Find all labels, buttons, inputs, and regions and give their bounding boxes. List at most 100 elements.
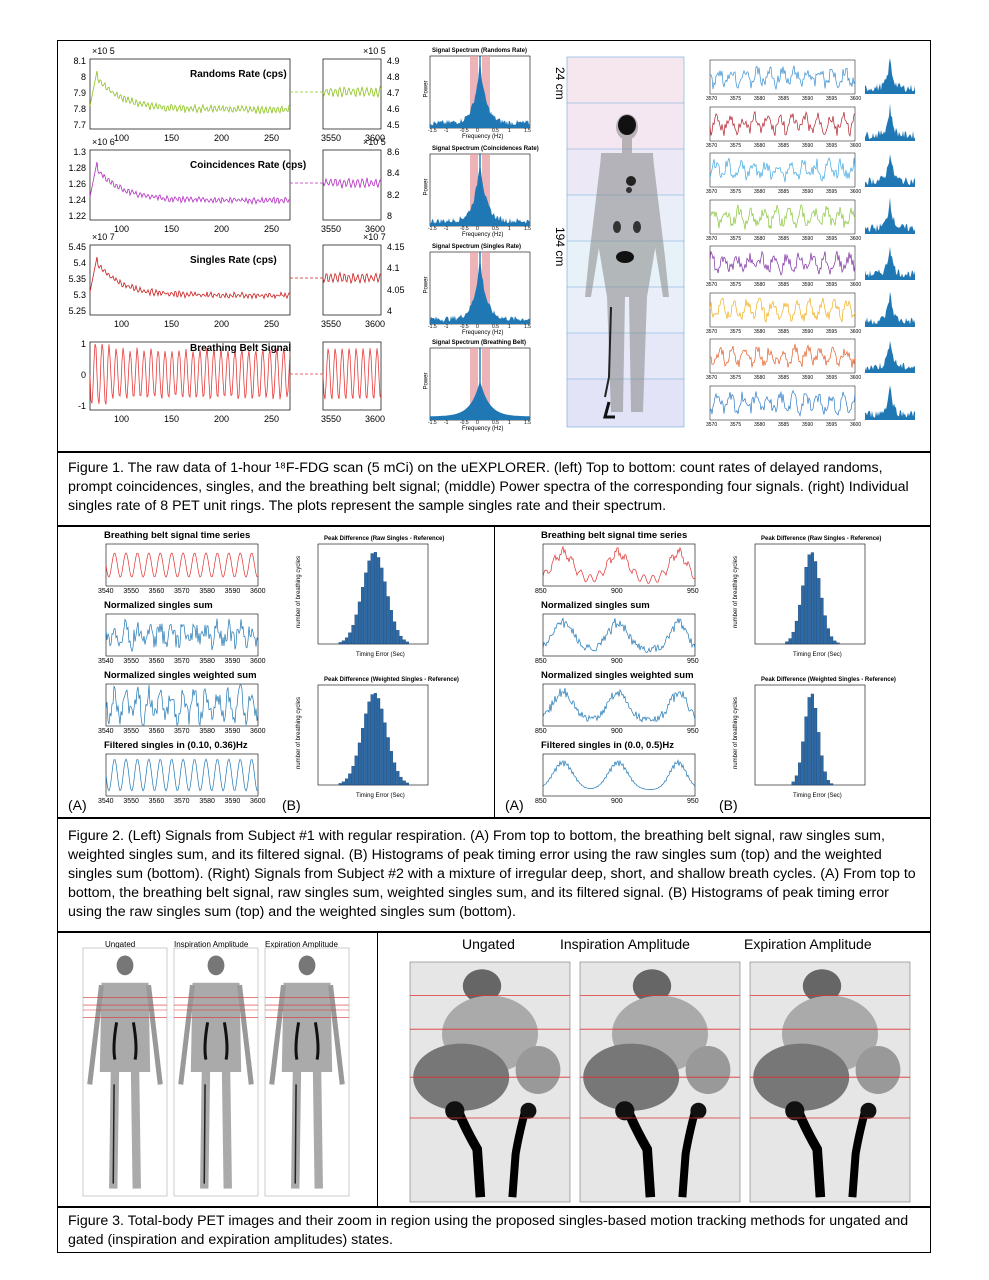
x-tick-l-3-0: 100 — [114, 414, 130, 424]
fig1-body-image: 24 cm 194 cm — [553, 56, 685, 428]
fig2-right-title-1: Normalized singles sum — [541, 600, 650, 611]
fig2-right-hist-title-0: Peak Difference (Raw Singles - Reference… — [761, 536, 882, 542]
spec-xtick-3-1: -1 — [444, 420, 449, 426]
fig3-small-label-2: Expiration Amplitude — [265, 940, 338, 949]
ring-tick-2-4: 3590 — [802, 189, 814, 195]
exp-right-0: ×10 5 — [363, 46, 386, 56]
fig2-left-xt-2-1: 3550 — [123, 728, 139, 735]
fig2-left-xt-2-5: 3590 — [224, 728, 241, 735]
fig2-left-xt-0-3: 3570 — [174, 588, 190, 595]
fig2-right-signal-0 — [542, 543, 696, 587]
ring-tick-2-5: 3595 — [826, 189, 838, 195]
ring-tick-4-1: 3575 — [730, 282, 742, 288]
fig2-right-xt-0-1: 900 — [611, 588, 623, 595]
left-tick-0-4: 7.7 — [73, 120, 86, 130]
rate-title-3: Breathing Belt Signal — [190, 343, 292, 354]
fig2-right-xt-1-1: 900 — [611, 658, 623, 665]
ring-tick-6-2: 3580 — [754, 375, 766, 381]
ring-tick-3-4: 3590 — [802, 235, 814, 242]
spec-xtick-1-6: 1.5 — [524, 226, 531, 232]
spec-xtick-1-4: 0.5 — [492, 226, 499, 232]
ring-tick-3-2: 3580 — [754, 235, 766, 242]
fig2-left-xt-0-6: 3600 — [250, 588, 266, 595]
fig2-right-xt-2-0: 850 — [535, 728, 547, 735]
fig2-left-xt-3-1: 3550 — [123, 798, 139, 805]
x-tick-l-3-3: 250 — [264, 414, 280, 424]
spectrum-xlabel-3: Frequency (Hz) — [462, 426, 504, 432]
fig2-left-xt-3-6: 3600 — [250, 798, 266, 805]
spec-xtick-2-5: 1 — [508, 324, 511, 330]
x-tick-l-0-1: 150 — [164, 133, 180, 143]
x-tick-l-0-2: 200 — [214, 133, 230, 143]
fig3-small-label-1: Inspiration Amplitude — [174, 940, 249, 949]
ring-tick-3-1: 3575 — [730, 235, 742, 242]
ring-tick-5-3: 3585 — [778, 328, 790, 335]
ring-tick-2-2: 3580 — [754, 189, 766, 195]
spec-xtick-2-2: -0.5 — [460, 324, 469, 330]
ring-signal-3 — [709, 199, 856, 234]
x-tick-r-1-1: 3600 — [365, 224, 386, 234]
ring-tick-7-0: 3570 — [706, 421, 718, 428]
ring-tick-3-3: 3585 — [778, 235, 790, 242]
fig2-left-hist-0 — [317, 543, 429, 645]
fig3-zoom-2 — [749, 961, 911, 1203]
ring-tick-5-6: 3600 — [850, 328, 862, 335]
x-tick-l-3-2: 200 — [214, 414, 230, 424]
exp-right-1: ×10 5 — [363, 137, 386, 147]
spec-xtick-3-0: -1.5 — [428, 420, 437, 426]
ring-tick-3-6: 3600 — [850, 235, 862, 242]
right-tick-0-3: 4.6 — [387, 104, 400, 114]
fig2-right-label-a: (A) — [505, 797, 524, 813]
spec-xtick-2-0: -1.5 — [428, 324, 437, 330]
ring-tick-0-4: 3590 — [802, 96, 814, 102]
x-tick-r-2-0: 3550 — [321, 319, 342, 329]
ring-tick-0-3: 3585 — [778, 96, 790, 102]
x-tick-r-3-1: 3600 — [365, 414, 386, 424]
right-tick-0-0: 4.9 — [387, 56, 400, 66]
body-bands — [566, 56, 685, 428]
fig2-left-xt-1-3: 3570 — [174, 658, 190, 665]
right-tick-0-2: 4.7 — [387, 88, 400, 98]
fig2-left-xt-0-1: 3550 — [123, 588, 139, 595]
fig2-right-hist-1 — [754, 684, 866, 786]
ring-tick-1-1: 3575 — [730, 142, 742, 149]
ring-tick-1-6: 3600 — [850, 142, 862, 149]
ring-tick-4-6: 3600 — [850, 282, 862, 288]
right-tick-0-1: 4.8 — [387, 72, 400, 82]
spec-xtick-1-1: -1 — [444, 226, 449, 232]
spec-xtick-3-3: 0 — [476, 420, 479, 426]
fig2-right-hist-xlabel-0: Timing Error (Sec) — [793, 652, 842, 658]
ring-tick-7-6: 3600 — [850, 421, 862, 428]
fig2-left-xt-2-6: 3600 — [250, 728, 266, 735]
exp-left-0: ×10 5 — [92, 46, 115, 56]
figure3-frame — [57, 932, 931, 1207]
ring-tick-4-2: 3580 — [754, 282, 766, 288]
spec-xtick-3-4: 0.5 — [492, 420, 499, 426]
spectrum-xlabel-1: Frequency (Hz) — [462, 232, 504, 238]
fig2-left-xt-0-2: 3560 — [148, 588, 165, 595]
rate-plot-2 — [89, 244, 382, 316]
exp-left-1: ×10 6 — [92, 137, 115, 147]
spectrum-plot-3 — [429, 347, 531, 421]
spec-xtick-2-1: -1 — [444, 324, 449, 330]
x-tick-l-1-1: 150 — [164, 224, 180, 234]
spec-xtick-0-2: -0.5 — [460, 128, 469, 134]
right-tick-1-1: 8.4 — [387, 168, 400, 179]
rate-plot-1 — [89, 149, 382, 221]
spec-xtick-3-5: 1 — [508, 420, 511, 426]
fig2-right-title-2: Normalized singles weighted sum — [541, 670, 694, 681]
ring-spectrum-4 — [865, 246, 915, 280]
fig2-left-title-2: Normalized singles weighted sum — [104, 670, 257, 681]
spec-xtick-1-5: 1 — [508, 226, 511, 232]
fig3-zoom-1 — [579, 961, 741, 1203]
spec-xtick-0-1: -1 — [444, 128, 449, 134]
fig2-left-signal-2 — [105, 683, 259, 727]
exp-right-2: ×10 7 — [363, 232, 386, 242]
spectrum-plot-2 — [429, 251, 531, 325]
fig3-small-body-1 — [173, 947, 259, 1197]
spec-xtick-0-0: -1.5 — [428, 128, 437, 134]
fig2-right-xt-3-1: 900 — [611, 798, 623, 805]
fig2-left-hist-ylabel-1: number of breathing cycles — [296, 696, 303, 770]
left-tick-1-0: 1.3 — [73, 147, 86, 157]
spec-xtick-2-4: 0.5 — [492, 324, 499, 330]
